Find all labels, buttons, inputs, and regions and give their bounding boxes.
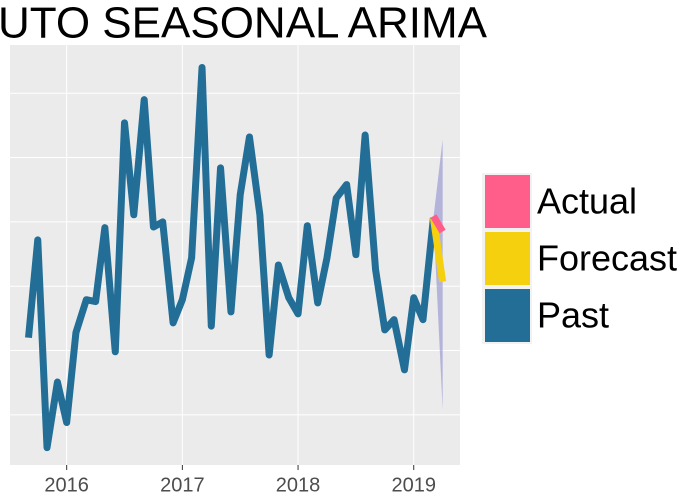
series-line	[429, 217, 447, 283]
chart-title: UTO SEASONAL ARIMA	[0, 0, 488, 48]
x-tick-label: 2016	[44, 474, 89, 496]
legend-key	[485, 232, 530, 285]
x-tick-label: 2019	[391, 474, 436, 496]
series-line	[25, 64, 437, 452]
forecast-interval	[433, 139, 443, 410]
legend-label: Forecast	[537, 238, 677, 279]
legend-label: Actual	[537, 181, 637, 222]
x-tick-label: 2017	[160, 474, 205, 496]
legend-key	[485, 289, 530, 342]
legend-label: Past	[537, 295, 609, 336]
series-line	[430, 214, 446, 234]
legend-key	[485, 175, 530, 228]
x-tick-label: 2018	[276, 474, 321, 496]
